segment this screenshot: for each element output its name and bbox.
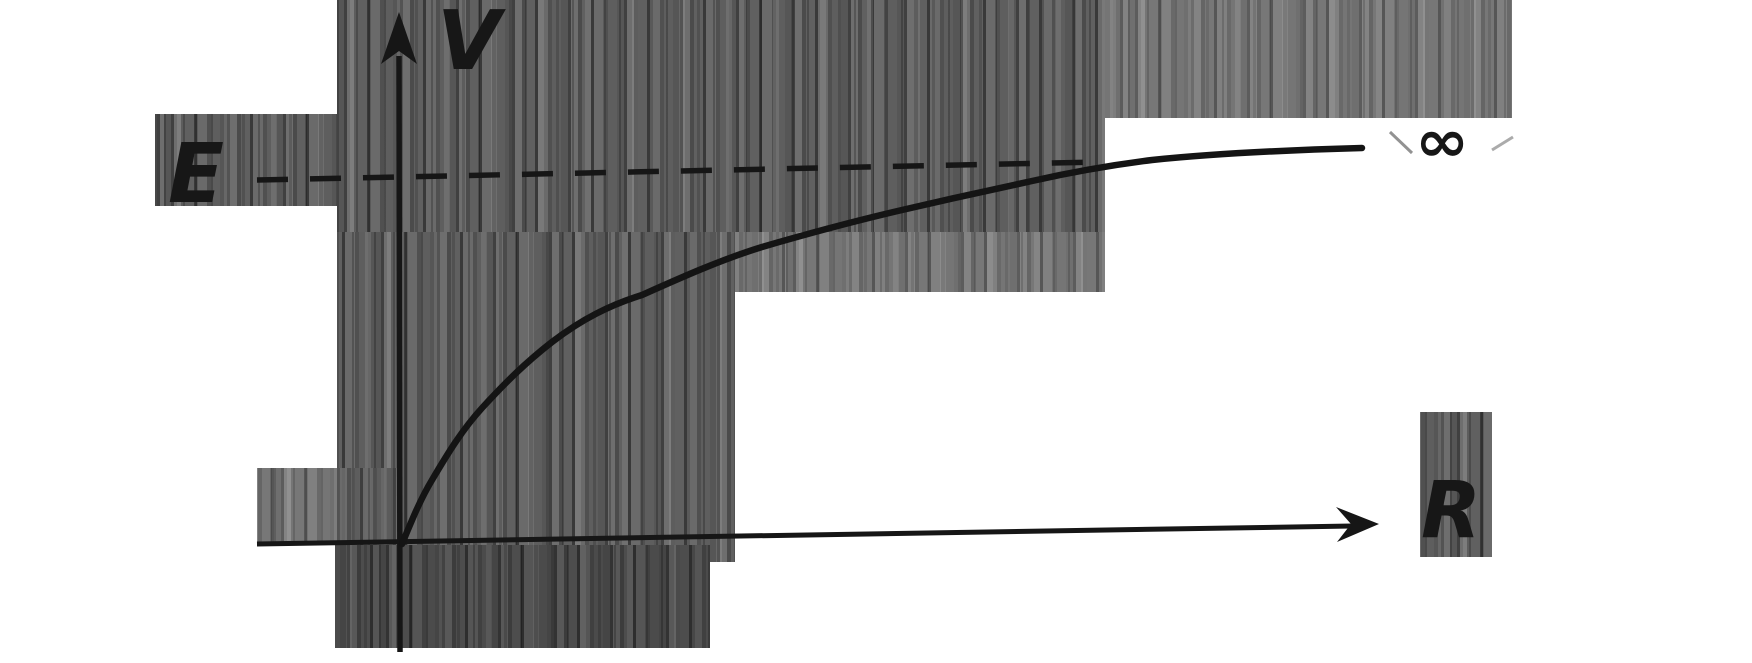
v-axis-arrowhead-icon	[381, 12, 417, 64]
x-axis-label: R	[1421, 466, 1482, 556]
asymptote-label: E	[168, 127, 225, 222]
background-artifact-top-right	[1105, 0, 1512, 118]
stray-mark-right-of-infinity	[1491, 135, 1514, 152]
background-artifact-mid-strip	[735, 232, 1105, 292]
background-artifact-left-middle	[337, 232, 735, 562]
background-artifact-left-of-origin	[257, 468, 402, 545]
background-artifact-e-band	[155, 114, 337, 206]
infinity-label: ∞	[1415, 107, 1470, 175]
stray-mark-left-of-infinity	[1388, 130, 1414, 155]
potential-curve	[398, 144, 1366, 548]
asymptote-dashed-line	[256, 159, 1101, 183]
r-axis-arrowhead-icon	[1336, 507, 1379, 542]
background-artifact-r-band	[1420, 412, 1492, 557]
y-axis-label: V	[437, 0, 501, 89]
r-axis-line	[256, 523, 1353, 547]
v-axis-line	[396, 55, 403, 653]
